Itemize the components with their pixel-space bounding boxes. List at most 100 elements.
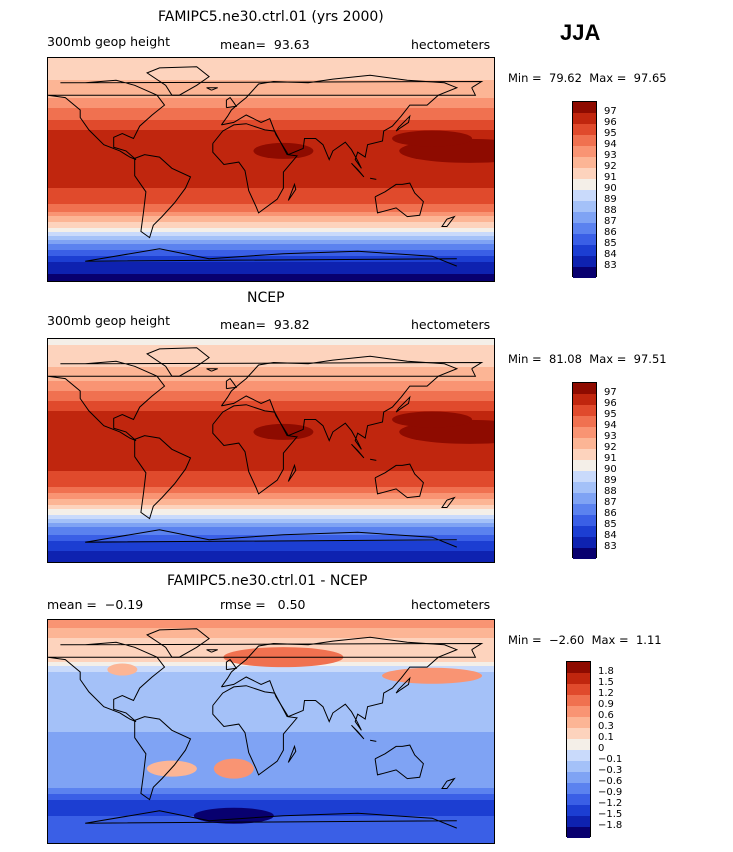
contour-band	[48, 644, 494, 647]
coastline	[441, 215, 456, 227]
contour-band	[48, 477, 494, 480]
coastline	[134, 716, 192, 801]
contour-band	[48, 529, 494, 532]
contour-band	[48, 351, 494, 354]
contour-band	[48, 413, 494, 416]
contour-band	[48, 90, 494, 93]
contour-band	[48, 228, 494, 231]
contour-band	[48, 666, 494, 669]
contour-band	[48, 234, 494, 237]
contour-band	[48, 840, 494, 843]
contour-band	[48, 198, 494, 201]
contour-band	[48, 82, 494, 85]
contour-band	[48, 722, 494, 725]
colorbar-swatch	[573, 460, 596, 471]
contour-band	[48, 758, 494, 761]
contour-band	[48, 367, 494, 370]
contour-band	[48, 475, 494, 478]
contour-band	[48, 531, 494, 534]
contour-band	[48, 100, 494, 103]
contour-band	[48, 74, 494, 77]
panel-3-mean-value: −0.19	[104, 597, 144, 612]
contour-band	[48, 66, 494, 69]
panel-2-minmax: Min = 81.08 Max = 97.51	[508, 352, 667, 366]
colorbar-label: 1.2	[598, 688, 614, 699]
colorbar-swatch	[573, 113, 596, 124]
coastline	[220, 636, 459, 731]
contour-band	[48, 240, 494, 243]
panel-2-mean: mean= 93.82	[220, 317, 310, 332]
contour-band	[48, 728, 494, 731]
panel-1-max-value: 97.65	[633, 71, 667, 85]
colorbar-swatch	[573, 405, 596, 416]
contour-band	[48, 762, 494, 765]
contour-band	[48, 383, 494, 386]
contour-band	[48, 377, 494, 380]
colorbar-swatch	[573, 212, 596, 223]
colorbar-swatch	[567, 816, 590, 827]
coastline	[441, 777, 456, 789]
contour-band	[48, 463, 494, 466]
coastline	[48, 79, 484, 161]
coastline	[351, 724, 365, 740]
contour-band	[48, 497, 494, 500]
contour-band	[48, 499, 494, 502]
panel-3-rmse-value: 0.50	[277, 597, 306, 612]
panel-1-min-value: 79.62	[549, 71, 582, 85]
panel-1-coastlines	[48, 66, 484, 267]
contour-band	[48, 702, 494, 705]
contour-band	[48, 451, 494, 454]
contour-band	[48, 136, 494, 139]
contour-band	[48, 80, 494, 83]
panel-2-max-label: Max =	[589, 352, 627, 366]
contour-band	[48, 168, 494, 171]
season-label: JJA	[560, 20, 601, 45]
contour-band	[48, 668, 494, 671]
contour-band	[48, 772, 494, 775]
contour-band	[48, 517, 494, 520]
contour-band	[48, 523, 494, 526]
anomaly-blob	[107, 663, 138, 676]
contour-band	[48, 373, 494, 376]
colorbar-box	[572, 382, 597, 559]
colorbar-label: 88	[604, 205, 617, 216]
contour-band	[48, 754, 494, 757]
panel-3-minmax: Min = −2.60 Max = 1.11	[508, 633, 662, 647]
contour-band	[48, 387, 494, 390]
contour-band	[48, 280, 494, 281]
contour-band	[48, 778, 494, 781]
contour-band	[48, 246, 494, 249]
anomaly-blob	[146, 760, 197, 777]
contour-band	[48, 501, 494, 504]
contour-band	[48, 371, 494, 374]
colorbar-swatch	[567, 728, 590, 739]
colorbar-swatch	[567, 673, 590, 684]
contour-band	[48, 712, 494, 715]
panel-1-map	[47, 57, 495, 282]
colorbar-label: 96	[604, 398, 617, 409]
contour-band	[48, 278, 494, 281]
contour-band	[48, 130, 494, 133]
contour-band	[48, 824, 494, 827]
contour-band	[48, 178, 494, 181]
contour-band	[48, 784, 494, 787]
contour-band	[48, 459, 494, 462]
panel-1-mean-value: 93.63	[273, 37, 310, 52]
colorbar-label: 86	[604, 227, 617, 238]
coastline	[374, 463, 424, 499]
contour-band	[48, 256, 494, 259]
colorbar-label: 0.6	[598, 710, 614, 721]
contour-band	[48, 708, 494, 711]
contour-band	[48, 272, 494, 275]
panel-3-colorbar: 1.8 1.5 1.2 0.9 0.6 0.3 0.1 0 −0.1 −0.3 −0.6 −0.9 −1…	[566, 661, 626, 838]
contour-band	[48, 363, 494, 366]
anomaly-blob	[253, 423, 314, 440]
contour-band	[48, 395, 494, 398]
colorbar-swatch	[573, 526, 596, 537]
contour-band	[48, 192, 494, 195]
panel-2-max-value: 97.51	[633, 352, 667, 366]
colorbar-swatch	[573, 383, 596, 394]
panel-1-colorbar: 97 96 95 94 93 92 91 90 89 88 87 86 85 84 83	[572, 101, 632, 278]
contour-band	[48, 391, 494, 394]
contour-band	[48, 357, 494, 360]
